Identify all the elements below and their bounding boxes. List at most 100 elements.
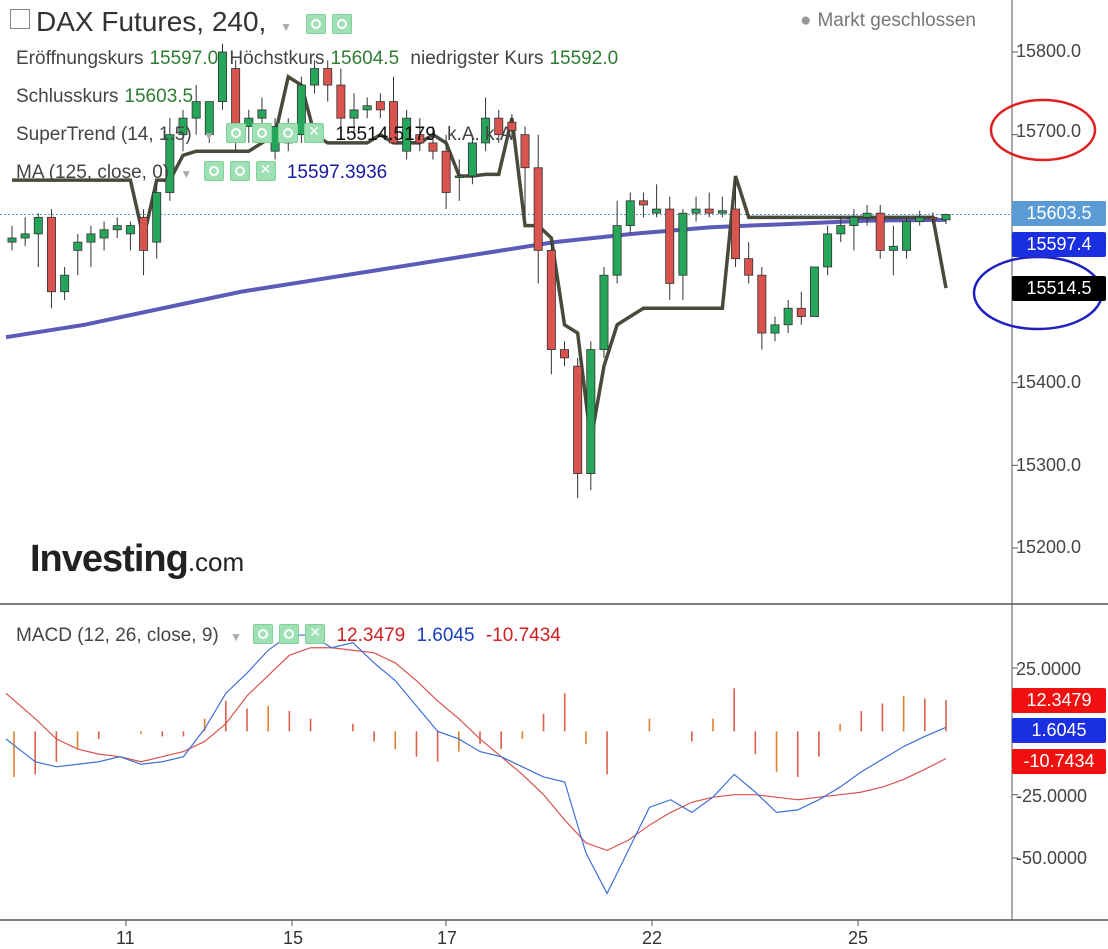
candle-body — [481, 117, 491, 144]
collapse-icon[interactable] — [10, 9, 30, 29]
date-label: 25 — [848, 928, 869, 948]
market-status: ● Markt geschlossen — [800, 10, 982, 32]
candle-body — [375, 101, 385, 111]
candle-body — [560, 349, 569, 359]
investing-logo: Investing.com — [30, 538, 244, 581]
candle-body — [928, 216, 938, 220]
open-label: Eröffnungskurs — [16, 48, 144, 69]
chart-title: DAX Futures, 240, — [36, 6, 267, 37]
candle-body — [231, 68, 241, 127]
candle-body — [796, 307, 806, 317]
logo-main: Investing — [30, 538, 189, 580]
visibility-icon[interactable] — [253, 624, 274, 644]
date-label: 15 — [283, 928, 304, 948]
price-axis-label: 15700.0 — [1016, 121, 1082, 141]
macd-axis-label: -50.0000 — [1016, 848, 1088, 868]
macd-signal-value: -10.7434 — [485, 625, 561, 646]
candle-body — [73, 241, 83, 251]
supertrend-price-tag: 15514.5 — [1012, 276, 1106, 301]
candle-body — [717, 210, 727, 214]
candle-body — [875, 212, 885, 251]
settings-icon[interactable] — [305, 14, 326, 34]
chart-title-row: DAX Futures, 240, ▼ — [10, 6, 358, 38]
high-value: 15604.5 — [330, 48, 400, 69]
candle-body — [204, 101, 214, 136]
gear-icon[interactable] — [331, 14, 352, 34]
format-icon[interactable] — [278, 123, 299, 143]
candle-body — [46, 216, 56, 293]
candle-body — [888, 245, 898, 251]
ma-price-tag: 15597.4 — [1012, 232, 1106, 257]
status-dot-icon: ● — [800, 10, 812, 31]
candle-body — [402, 117, 412, 152]
logo-suffix: .com — [187, 547, 245, 577]
macd-signal-line — [5, 647, 947, 852]
candle-body — [625, 200, 635, 227]
close-value: 15603.5 — [124, 86, 194, 107]
candle-body — [454, 175, 464, 178]
supertrend-extra: k.A. k.A. — [447, 124, 518, 145]
macd-line-value: 1.6045 — [416, 625, 475, 646]
date-label: 11 — [116, 928, 135, 948]
candle-body — [731, 208, 740, 260]
candle-body — [389, 101, 398, 144]
chevron-down-icon[interactable]: ▼ — [202, 129, 215, 143]
macd-signal-tag: -10.7434 — [1012, 749, 1106, 774]
gear-icon[interactable] — [229, 161, 250, 181]
supertrend-row: SuperTrend (14, 1.5) ▼ 15514.5179 k.A. k… — [16, 123, 524, 146]
candle-body — [494, 117, 504, 136]
candle-body — [349, 109, 359, 119]
candle-body — [165, 134, 175, 193]
ma-label: MA (125, close, 0) — [16, 162, 170, 183]
candle-body — [757, 274, 767, 334]
chevron-down-icon[interactable]: ▼ — [180, 167, 193, 181]
close-row: Schlusskurs 15603.5 — [16, 86, 199, 108]
date-label: 22 — [642, 928, 663, 948]
ma-line — [5, 217, 947, 340]
macd-label: MACD (12, 26, close, 9) — [16, 625, 219, 646]
candle-body — [310, 68, 320, 86]
chevron-down-icon[interactable]: ▼ — [280, 20, 293, 34]
price-axis-label: 15300.0 — [1016, 455, 1082, 475]
candle-body — [612, 225, 622, 276]
macd-histogram-tag: 12.3479 — [1012, 688, 1106, 713]
close-label: Schlusskurs — [16, 86, 119, 107]
candle-body — [902, 221, 912, 251]
close-icon[interactable] — [255, 161, 276, 181]
close-icon[interactable] — [305, 624, 326, 644]
candle-body — [7, 237, 17, 243]
candle-body — [218, 51, 227, 102]
candle-body — [941, 214, 951, 221]
supertrend-label: SuperTrend (14, 1.5) — [16, 124, 192, 145]
candle-body — [533, 167, 543, 251]
low-value: 15592.0 — [549, 48, 619, 69]
macd-line-tag: 1.6045 — [1012, 718, 1106, 743]
candle-body — [823, 233, 833, 268]
candle-body — [99, 229, 109, 239]
candle-body — [507, 121, 517, 131]
candle-body — [441, 150, 451, 193]
market-status-text: Markt geschlossen — [817, 10, 976, 31]
date-label: 17 — [437, 928, 458, 948]
gear-icon[interactable] — [279, 624, 300, 644]
candle-body — [60, 274, 70, 293]
candle-body — [809, 266, 819, 317]
candle-body — [33, 216, 43, 235]
ma-row: MA (125, close, 0) ▼ 15597.3936 — [16, 161, 393, 184]
close-icon[interactable] — [304, 123, 325, 143]
gear-icon[interactable] — [252, 123, 273, 143]
visibility-icon[interactable] — [203, 161, 224, 181]
candle-body — [599, 274, 609, 351]
candle-body — [112, 225, 122, 231]
candle-body — [586, 349, 596, 475]
candle-body — [665, 208, 675, 284]
chevron-down-icon[interactable]: ▼ — [230, 630, 242, 644]
candle-body — [152, 192, 162, 243]
price-axis-label: 15400.0 — [1016, 372, 1082, 392]
price-axis-label: 15200.0 — [1016, 537, 1082, 557]
candle-body — [323, 68, 333, 86]
visibility-icon[interactable] — [226, 123, 247, 143]
ma-value: 15597.3936 — [286, 162, 388, 183]
candle-body — [678, 212, 688, 276]
